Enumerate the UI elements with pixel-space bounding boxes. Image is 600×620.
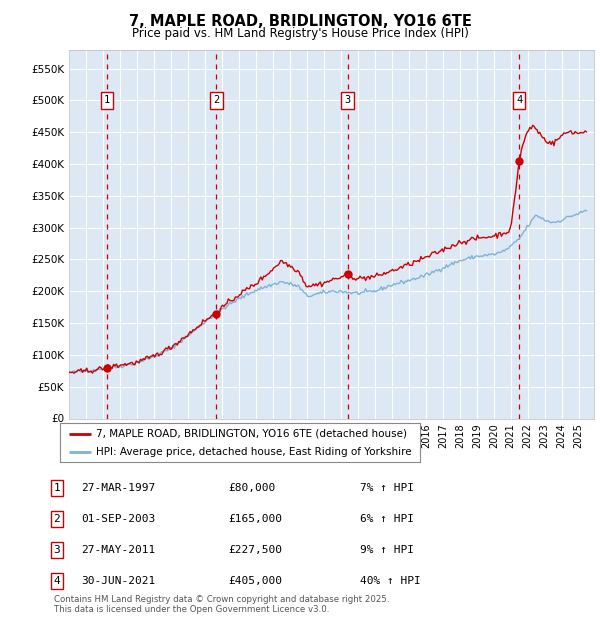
Text: £405,000: £405,000 (228, 576, 282, 586)
Text: £227,500: £227,500 (228, 545, 282, 555)
Text: 2: 2 (213, 95, 220, 105)
Text: 4: 4 (53, 576, 61, 586)
Text: 27-MAY-2011: 27-MAY-2011 (81, 545, 155, 555)
Text: 1: 1 (53, 483, 61, 493)
Text: Contains HM Land Registry data © Crown copyright and database right 2025.: Contains HM Land Registry data © Crown c… (54, 595, 389, 604)
Text: 6% ↑ HPI: 6% ↑ HPI (360, 514, 414, 524)
Text: 1: 1 (104, 95, 110, 105)
Text: £165,000: £165,000 (228, 514, 282, 524)
Text: 7, MAPLE ROAD, BRIDLINGTON, YO16 6TE (detached house): 7, MAPLE ROAD, BRIDLINGTON, YO16 6TE (de… (96, 429, 407, 439)
Text: 4: 4 (516, 95, 523, 105)
Text: 7% ↑ HPI: 7% ↑ HPI (360, 483, 414, 493)
Text: 3: 3 (53, 545, 61, 555)
Text: 3: 3 (344, 95, 351, 105)
Text: 40% ↑ HPI: 40% ↑ HPI (360, 576, 421, 586)
Text: Price paid vs. HM Land Registry's House Price Index (HPI): Price paid vs. HM Land Registry's House … (131, 27, 469, 40)
Text: This data is licensed under the Open Government Licence v3.0.: This data is licensed under the Open Gov… (54, 604, 329, 614)
Text: 27-MAR-1997: 27-MAR-1997 (81, 483, 155, 493)
Text: 9% ↑ HPI: 9% ↑ HPI (360, 545, 414, 555)
Text: HPI: Average price, detached house, East Riding of Yorkshire: HPI: Average price, detached house, East… (96, 446, 412, 456)
Text: 01-SEP-2003: 01-SEP-2003 (81, 514, 155, 524)
Text: 7, MAPLE ROAD, BRIDLINGTON, YO16 6TE: 7, MAPLE ROAD, BRIDLINGTON, YO16 6TE (128, 14, 472, 29)
Text: 30-JUN-2021: 30-JUN-2021 (81, 576, 155, 586)
Text: £80,000: £80,000 (228, 483, 275, 493)
Text: 2: 2 (53, 514, 61, 524)
